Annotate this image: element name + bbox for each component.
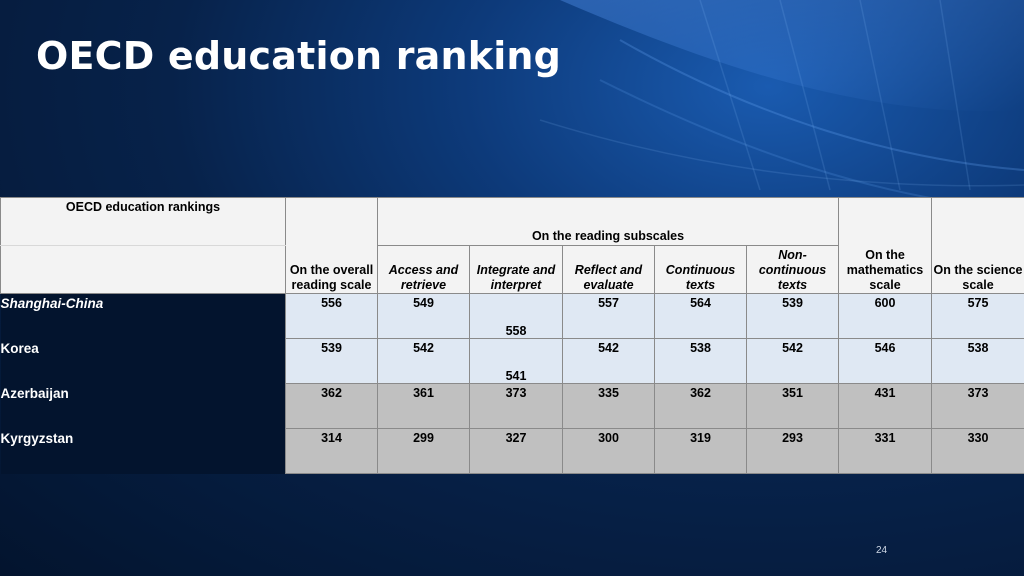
corner-blank (0, 245, 286, 294)
noncontinuous-value: 293 (745, 428, 840, 474)
country-name: Kyrgyzstan (0, 428, 286, 474)
overall-value: 556 (285, 293, 378, 339)
reflect-value: 300 (562, 428, 655, 474)
access-value: 549 (377, 293, 470, 339)
subscale-header-access: Access and retrieve (377, 245, 470, 294)
ranking-table: OECD education rankings On the overall r… (0, 197, 1024, 474)
noncontinuous-value: 542 (745, 338, 840, 384)
continuous-value: 538 (654, 338, 747, 384)
math-value: 546 (838, 338, 933, 384)
access-value: 361 (377, 383, 470, 429)
country-name: Korea (0, 338, 286, 384)
integrate-value-text: 558 (505, 324, 527, 338)
subscale-header-noncontinuous: Non-continuous texts (745, 245, 840, 294)
reflect-value: 335 (562, 383, 655, 429)
continuous-value: 564 (654, 293, 747, 339)
slide-title: OECD education ranking (36, 34, 562, 78)
overall-value: 362 (285, 383, 378, 429)
subscale-header-continuous: Continuous texts (654, 245, 747, 294)
overall-value: 314 (285, 428, 378, 474)
access-value: 299 (377, 428, 470, 474)
science-value: 373 (931, 383, 1024, 429)
noncontinuous-value: 351 (745, 383, 840, 429)
integrate-value: 558 (469, 293, 563, 339)
table-row: Kyrgyzstan 314 299 327 300 319 293 331 3… (0, 428, 1024, 474)
overall-reading-header: On the overall reading scale (285, 197, 378, 294)
math-value: 600 (838, 293, 933, 339)
country-name: Azerbaijan (0, 383, 286, 429)
integrate-value: 541 (469, 338, 563, 384)
subscale-header-integrate: Integrate and interpret (469, 245, 563, 294)
science-value: 538 (931, 338, 1024, 384)
corner-label: OECD education rankings (0, 197, 286, 246)
science-value: 575 (931, 293, 1024, 339)
noncontinuous-value: 539 (745, 293, 840, 339)
country-name: Shanghai-China (0, 293, 286, 339)
math-value: 431 (838, 383, 933, 429)
math-header: On the mathematics scale (838, 197, 933, 294)
slide-number: 24 (876, 545, 888, 556)
access-value: 542 (377, 338, 470, 384)
math-value: 331 (838, 428, 933, 474)
continuous-value: 319 (654, 428, 747, 474)
reflect-value: 542 (562, 338, 655, 384)
continuous-value: 362 (654, 383, 747, 429)
reflect-value: 557 (562, 293, 655, 339)
table-row: Korea 539 542 541 542 538 542 546 538 (0, 338, 1024, 384)
science-header: On the science scale (931, 197, 1024, 294)
integrate-value: 373 (469, 383, 563, 429)
subscale-header-reflect: Reflect and evaluate (562, 245, 655, 294)
science-value: 330 (931, 428, 1024, 474)
integrate-value: 327 (469, 428, 563, 474)
table-row: Shanghai-China 556 549 558 557 564 539 6… (0, 293, 1024, 339)
reading-subscales-header: On the reading subscales (376, 197, 840, 246)
table-row: Azerbaijan 362 361 373 335 362 351 431 3… (0, 383, 1024, 429)
integrate-value-text: 541 (505, 369, 527, 383)
overall-value: 539 (285, 338, 378, 384)
